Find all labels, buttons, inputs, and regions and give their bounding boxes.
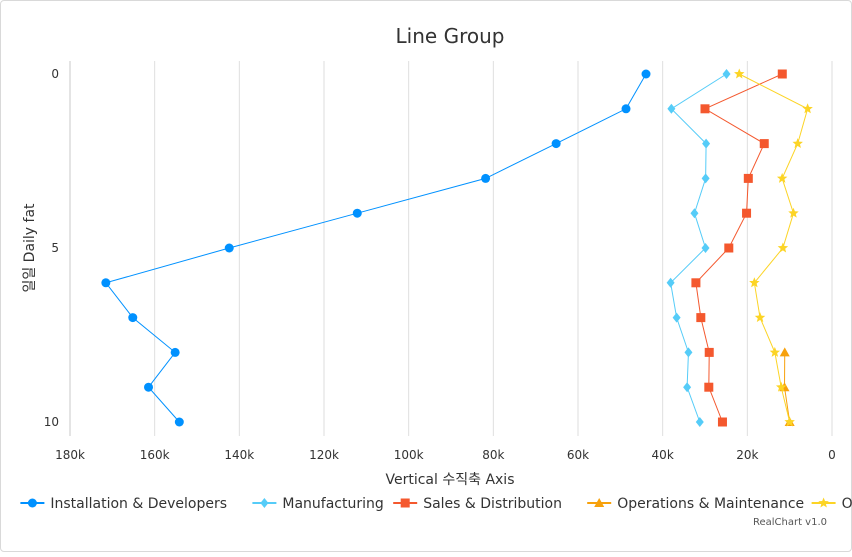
data-point [144, 382, 154, 392]
x-tick-label: 120k [309, 448, 339, 462]
chart-title: Line Group [396, 24, 505, 48]
x-tick-label: 160k [140, 448, 170, 462]
credits-label: RealChart v1.0 [752, 517, 827, 528]
data-point [776, 172, 788, 183]
legend-item-manufacturing[interactable]: Manufacturing [252, 496, 384, 512]
series-group [101, 68, 813, 427]
data-point [777, 69, 787, 79]
data-point [802, 103, 813, 114]
data-point [224, 243, 234, 253]
series-sales-distribution [691, 69, 787, 427]
x-tick-label: 20k [736, 448, 758, 462]
data-point [702, 138, 711, 149]
data-point [749, 277, 760, 288]
legend[interactable]: Installation & Developers Manufacturing Sa… [20, 496, 852, 512]
data-point [696, 313, 706, 323]
data-point [481, 173, 491, 183]
grid-lines [154, 61, 833, 436]
data-point [759, 139, 769, 149]
x-tick-label: 140k [224, 448, 254, 462]
data-point [701, 243, 710, 253]
data-point [700, 104, 710, 114]
series-manufacturing [666, 69, 731, 427]
data-point [775, 381, 787, 392]
data-point [717, 417, 727, 427]
data-point [722, 69, 731, 79]
legend-label: Sales & Distribution [423, 496, 562, 512]
x-tick-label: 0 [828, 448, 836, 462]
data-point [666, 277, 675, 288]
legend-label: Installation & Developers [50, 496, 227, 512]
series-line [739, 73, 809, 423]
legend-item-sales-distribution[interactable]: Sales & Distribution [393, 496, 562, 512]
series-other [734, 68, 813, 427]
data-point [352, 208, 362, 218]
data-point [667, 103, 676, 114]
legend-item-installation-developers[interactable]: Installation & Developers [20, 496, 227, 512]
data-point [170, 347, 180, 357]
legend-marker [400, 498, 410, 508]
data-point [788, 207, 799, 218]
data-point [101, 278, 111, 288]
series-line [670, 73, 727, 423]
data-point [769, 346, 781, 357]
data-point [704, 382, 714, 392]
legend-marker [818, 497, 829, 508]
data-point [792, 138, 803, 149]
data-point [128, 313, 138, 323]
series-line [104, 73, 647, 423]
legend-marker [27, 498, 37, 508]
data-point [724, 243, 734, 253]
y-axis-title: 일일 Daily fat [22, 203, 38, 293]
data-point [690, 208, 699, 219]
legend-label: Operations & Maintenance [617, 496, 804, 512]
data-point [641, 69, 651, 79]
legend-label: Other [842, 496, 852, 512]
x-axis-title: Vertical 수직축 Axis [386, 472, 515, 488]
data-point [784, 416, 795, 427]
x-tick-label: 60k [567, 448, 589, 462]
x-tick-label: 100k [394, 448, 424, 462]
x-axis-ticks: 180k 160k 140k 120k 100k 80k 60k 40k 20k 0 [55, 448, 836, 462]
data-point [691, 278, 701, 288]
y-tick-label: 10 [44, 415, 59, 429]
y-axis-ticks: 0 5 10 [44, 67, 59, 429]
data-point [695, 417, 704, 427]
data-point [742, 208, 752, 218]
data-point [683, 382, 692, 393]
legend-label: Manufacturing [282, 496, 383, 512]
y-tick-label: 5 [51, 241, 59, 255]
legend-item-operations-maintenance[interactable]: Operations & Maintenance [587, 496, 804, 512]
data-point [684, 347, 693, 358]
data-point [754, 312, 766, 323]
x-tick-label: 180k [55, 448, 85, 462]
legend-marker [260, 498, 269, 508]
legend-item-other[interactable]: Other [811, 496, 852, 512]
data-point [621, 104, 631, 114]
data-point [734, 68, 745, 79]
x-tick-label: 80k [482, 448, 504, 462]
data-point [701, 173, 710, 184]
y-tick-label: 0 [51, 67, 59, 81]
data-point [743, 173, 753, 183]
data-point [704, 347, 714, 357]
x-tick-label: 40k [652, 448, 674, 462]
data-point [174, 417, 184, 427]
data-point [779, 347, 790, 357]
data-point [777, 242, 789, 253]
series-installation-developers [101, 69, 651, 427]
data-point [672, 312, 681, 323]
legend-marker [594, 498, 605, 507]
data-point [551, 139, 561, 149]
